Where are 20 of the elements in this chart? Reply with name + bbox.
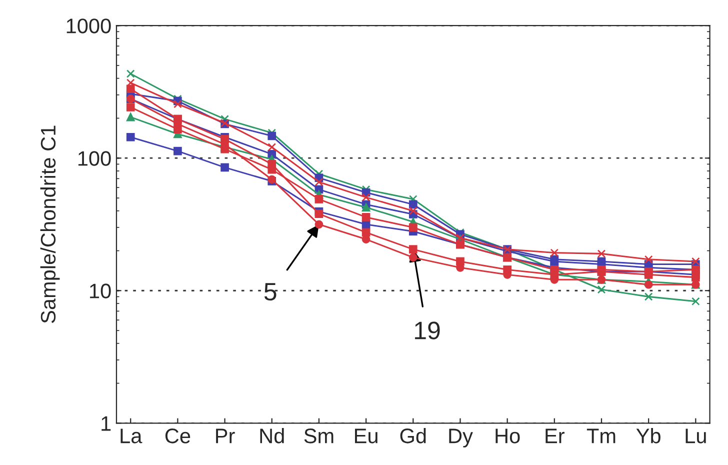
x-tick-label: Er [546, 428, 564, 444]
x-tick-label: Pr [216, 428, 235, 444]
annotation: 5 [264, 283, 276, 301]
y-axis-title: Sample/Chondrite C1 [40, 126, 60, 323]
x-tick-label: Sm [304, 428, 334, 444]
x-tick-label: Eu [355, 428, 378, 444]
x-tick-label: Ho [496, 428, 520, 444]
y-tick-label: 100 [78, 151, 111, 166]
x-tick-label: Nd [260, 428, 284, 444]
x-tick-label: Gd [400, 428, 426, 444]
x-tick-label: Lu [686, 428, 706, 444]
x-tick-label: Dy [449, 428, 473, 448]
annotation: 19 [415, 322, 440, 340]
y-tick-label: 1000 [66, 18, 111, 34]
y-tick-label: 1 [102, 416, 111, 431]
x-tick-label: Tm [586, 428, 616, 444]
x-tick-label: Ce [165, 428, 190, 444]
x-tick-label: Yb [636, 428, 660, 444]
x-tick-label: La [120, 428, 142, 444]
y-tick-label: 10 [90, 284, 111, 298]
